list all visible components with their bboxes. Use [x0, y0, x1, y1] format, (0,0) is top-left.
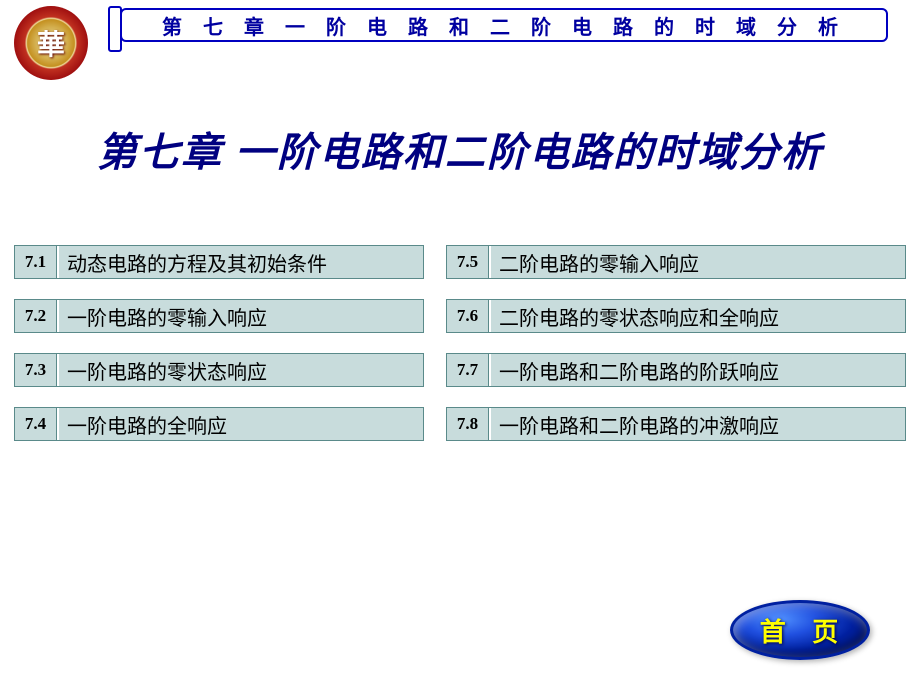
section-item[interactable]: 7.1 动态电路的方程及其初始条件 [14, 245, 424, 279]
section-title: 一阶电路的零输入响应 [57, 300, 423, 332]
section-number: 7.3 [15, 354, 57, 386]
section-number: 7.1 [15, 246, 57, 278]
section-title: 二阶电路的零输入响应 [489, 246, 905, 278]
section-item[interactable]: 7.4 一阶电路的全响应 [14, 407, 424, 441]
chapter-banner: 第 七 章 一 阶 电 路 和 二 阶 电 路 的 时 域 分 析 [120, 8, 888, 42]
section-title: 一阶电路的零状态响应 [57, 354, 423, 386]
section-number: 7.8 [447, 408, 489, 440]
banner-title-text: 第 七 章 一 阶 电 路 和 二 阶 电 路 的 时 域 分 析 [162, 11, 846, 40]
university-logo: 華 [14, 6, 88, 80]
header: 華 第 七 章 一 阶 电 路 和 二 阶 电 路 的 时 域 分 析 [0, 0, 920, 60]
home-button-label: 首 页 [752, 612, 849, 649]
section-title: 一阶电路的全响应 [57, 408, 423, 440]
section-title: 一阶电路和二阶电路的冲激响应 [489, 408, 905, 440]
section-number: 7.2 [15, 300, 57, 332]
sections-container: 7.1 动态电路的方程及其初始条件 7.2 一阶电路的零输入响应 7.3 一阶电… [14, 245, 906, 441]
section-title: 一阶电路和二阶电路的阶跃响应 [489, 354, 905, 386]
section-number: 7.7 [447, 354, 489, 386]
section-title: 二阶电路的零状态响应和全响应 [489, 300, 905, 332]
main-title: 第七章 一阶电路和二阶电路的时域分析 [0, 120, 920, 178]
section-number: 7.5 [447, 246, 489, 278]
section-item[interactable]: 7.8 一阶电路和二阶电路的冲激响应 [446, 407, 906, 441]
section-item[interactable]: 7.3 一阶电路的零状态响应 [14, 353, 424, 387]
section-item[interactable]: 7.2 一阶电路的零输入响应 [14, 299, 424, 333]
section-title: 动态电路的方程及其初始条件 [57, 246, 423, 278]
section-item[interactable]: 7.5 二阶电路的零输入响应 [446, 245, 906, 279]
logo-character: 華 [37, 23, 65, 63]
sections-column-right: 7.5 二阶电路的零输入响应 7.6 二阶电路的零状态响应和全响应 7.7 一阶… [446, 245, 906, 441]
section-number: 7.6 [447, 300, 489, 332]
section-item[interactable]: 7.7 一阶电路和二阶电路的阶跃响应 [446, 353, 906, 387]
sections-column-left: 7.1 动态电路的方程及其初始条件 7.2 一阶电路的零输入响应 7.3 一阶电… [14, 245, 424, 441]
logo-badge: 華 [14, 6, 88, 80]
section-number: 7.4 [15, 408, 57, 440]
home-button[interactable]: 首 页 [730, 600, 870, 660]
section-item[interactable]: 7.6 二阶电路的零状态响应和全响应 [446, 299, 906, 333]
